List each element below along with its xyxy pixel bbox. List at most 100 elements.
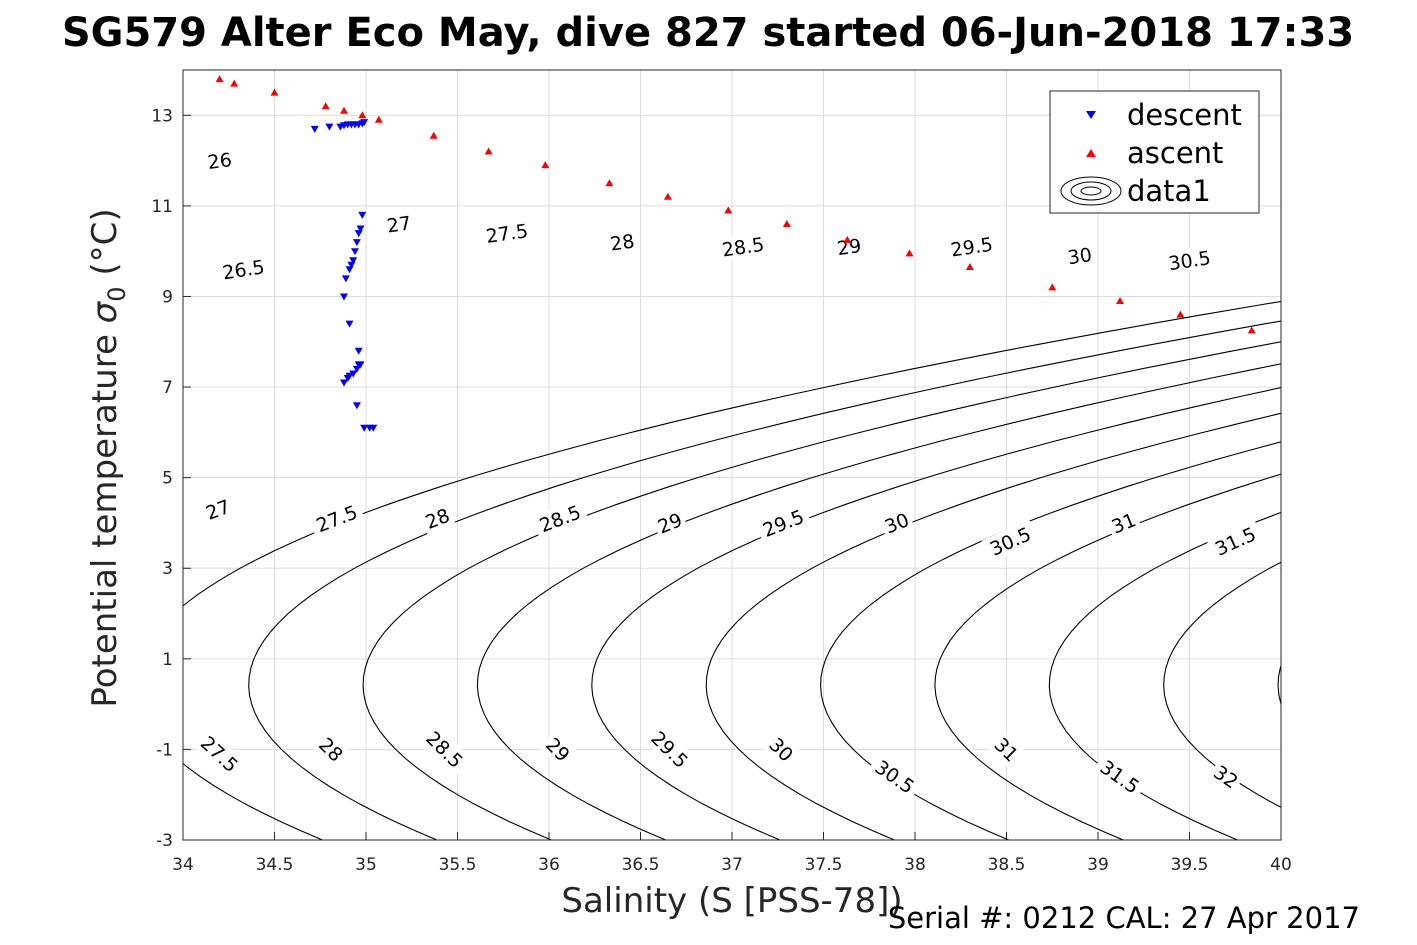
contour-label-bg [1091, 751, 1149, 802]
ascent-marker [340, 106, 348, 114]
descent-marker [340, 293, 348, 301]
contour-label: 29.5 [944, 230, 1000, 263]
ascent-marker [270, 88, 279, 96]
ascent-marker [1247, 326, 1256, 334]
contour-label: 26.5 [215, 253, 271, 286]
descent-marker [345, 266, 354, 274]
contour-label: 30 [878, 506, 916, 540]
ascent-marker [484, 147, 493, 155]
contour-label-bg [215, 253, 271, 286]
contour-label-bg [382, 210, 416, 238]
contour-label: 28 [312, 730, 351, 769]
isopycnal-30.5 [1163, 561, 1281, 808]
contour-label-text: 28 [609, 230, 636, 255]
contour-label: 31.5 [1091, 751, 1149, 802]
contour-label: 29 [538, 730, 578, 769]
descent-marker [354, 361, 363, 369]
contour-label-bg [531, 497, 589, 539]
descent-marker [310, 125, 319, 133]
ascent-marker [605, 179, 614, 187]
x-tick-label: 38.5 [988, 855, 1026, 875]
contour-label: 31.5 [1206, 519, 1264, 563]
contour-label-bg [203, 146, 236, 175]
y-axis-label-unit: (°C) [85, 208, 125, 286]
descent-marker [352, 402, 361, 410]
contour-label: 31 [987, 730, 1026, 769]
descent-marker [325, 123, 334, 131]
contour-label-bg [981, 519, 1039, 563]
isopycnal-31 [1277, 664, 1281, 706]
descent-marker [349, 370, 358, 378]
contour-label: 27 [382, 210, 416, 238]
y-tick-label: 3 [162, 559, 173, 579]
contour-label-text: 29.5 [949, 234, 994, 262]
ascent-marker [663, 192, 672, 200]
contour-label: 28 [605, 228, 639, 257]
x-tick-label: 35.5 [439, 855, 477, 875]
ascent-marker [215, 75, 224, 83]
contour-label-bg [762, 730, 801, 769]
contour-label-text: 27.5 [485, 220, 530, 248]
x-tick-label: 35 [355, 855, 377, 875]
contour-label-text: 26 [206, 149, 233, 174]
contour-label-bg [987, 730, 1026, 769]
descent-marker [352, 239, 361, 247]
y-tick-label: -1 [156, 740, 173, 760]
ascent-marker [541, 161, 550, 169]
descent-marker [341, 275, 350, 283]
x-tick-label: 34 [172, 855, 194, 875]
y-tick-label: 11 [151, 197, 173, 217]
contour-label-text: 28 [314, 734, 347, 767]
contour-label-bg [479, 217, 535, 249]
y-axis-label: Potential temperature σ0 (°C) [85, 208, 131, 707]
isopycnal-27.5 [476, 363, 1281, 840]
contour-label-bg [199, 492, 237, 526]
isopycnal-30 [1048, 511, 1281, 840]
contour-label: 30 [1063, 241, 1097, 270]
ascent-marker [724, 206, 733, 214]
ascent-marker [782, 220, 791, 227]
descent-marker [343, 375, 352, 382]
contour-label-bg [605, 228, 639, 257]
descent-marker [356, 225, 365, 233]
y-axis-label-sigma: σ [85, 300, 125, 323]
contour-label-bg [878, 506, 916, 540]
contour-label-bg [1105, 506, 1142, 540]
ascent-marker [358, 111, 367, 119]
contour-label-bg [308, 497, 366, 539]
y-axis-label-sub: 0 [103, 286, 131, 301]
contour-label-text: 27 [386, 212, 413, 237]
contour-label-text: 30.5 [987, 523, 1035, 560]
contour-label-text: 29 [541, 734, 574, 767]
contour-label-bg [538, 730, 578, 769]
contour-label: 31 [1105, 506, 1142, 540]
x-tick-label: 34.5 [256, 855, 294, 875]
ascent-marker [843, 235, 852, 243]
descent-marker [347, 261, 356, 269]
chart-title: SG579 Alter Eco May, dive 827 started 06… [62, 10, 1354, 56]
descent-marker [351, 248, 359, 256]
x-tick-label: 39 [1087, 855, 1109, 875]
y-tick-label: 1 [162, 650, 173, 670]
contour-label: 30.5 [981, 519, 1039, 563]
contour-label-bg [1161, 244, 1218, 276]
descent-marker [352, 365, 361, 373]
x-axis-label: Salinity (S [PSS-78]) [561, 881, 902, 921]
contour-label-text: 29.5 [760, 506, 807, 542]
descent-marker [340, 379, 348, 387]
contour-label-bg [312, 730, 351, 769]
x-tick-label: 40 [1270, 855, 1292, 875]
y-tick-label: 7 [162, 378, 173, 398]
contour-label: 27.5 [192, 727, 247, 781]
contour-label-text: 30 [764, 734, 797, 767]
legend-contour-icon [1060, 176, 1122, 206]
contour-label: 28.5 [715, 230, 771, 263]
y-tick-label: 5 [162, 469, 173, 489]
descent-marker [354, 230, 363, 238]
isopycnal-29.5 [934, 473, 1281, 840]
contour-label-text: 28.5 [721, 234, 766, 262]
contour-label-bg [1063, 241, 1097, 270]
contour-label-text: 32 [1209, 761, 1241, 793]
contour-label-bg [715, 230, 771, 263]
